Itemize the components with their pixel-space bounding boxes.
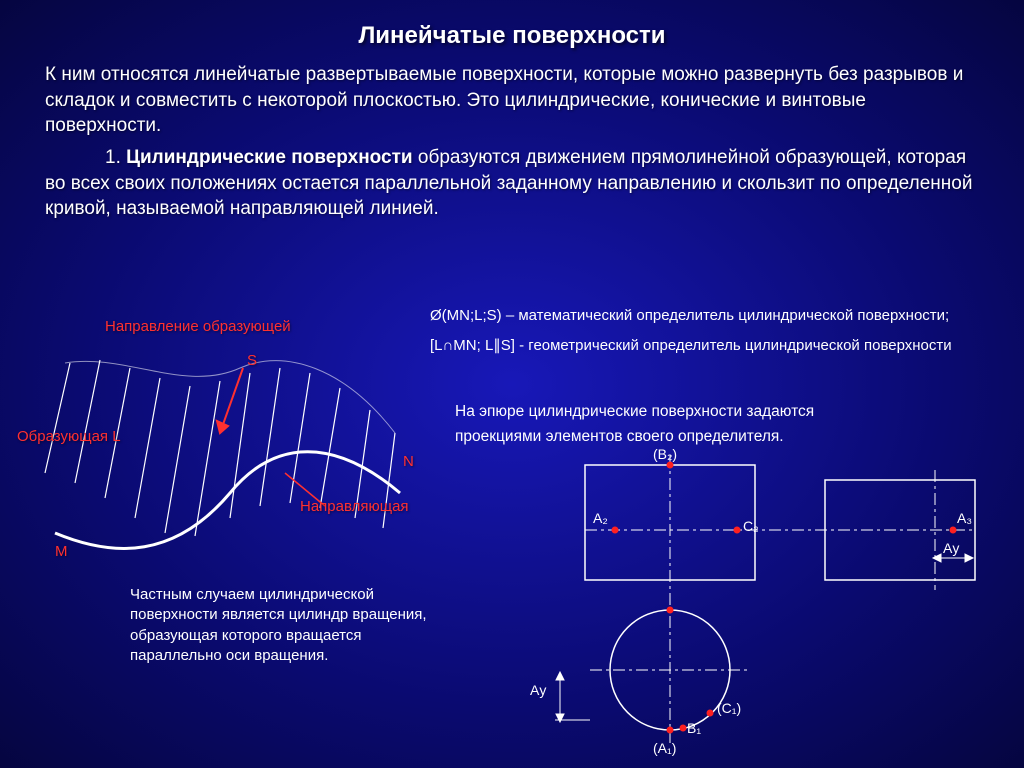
epure-line1: На эпюре цилиндрические поверхности зада… xyxy=(455,400,985,425)
label-A3: A₃ xyxy=(957,510,972,526)
page-title: Линейчатые поверхности xyxy=(0,0,1024,50)
label-B2: (B₂) xyxy=(653,446,677,462)
label-direction: Направление образующей xyxy=(105,318,291,335)
epure-text: На эпюре цилиндрические поверхности зада… xyxy=(455,400,985,450)
label-N: N xyxy=(403,453,414,470)
label-A2: A₂ xyxy=(593,510,608,526)
label-C2: C₂ xyxy=(743,518,759,534)
label-C1: (C₁) xyxy=(717,700,741,716)
formula-block: Ø(MN;L;S) – математический определитель … xyxy=(430,306,990,357)
label-B1: B₁ xyxy=(687,720,701,736)
right-diagram: (B₂) A₂ C₂ A₃ Aу Aу (C₁) B₁ (A₁) xyxy=(535,450,1005,760)
formula-line1: Ø(MN;L;S) – математический определитель … xyxy=(430,306,990,326)
section-bold: Цилиндрические поверхности xyxy=(126,147,412,168)
label-guide: Направляющая xyxy=(300,498,409,515)
label-M: M xyxy=(55,543,68,560)
right-diagram-svg xyxy=(535,450,1005,760)
section-1: 1. Цилиндрические поверхности образуются… xyxy=(0,139,1024,222)
note-text: Частным случаем цилиндрической поверхнос… xyxy=(130,585,440,666)
label-generator: Образующая L xyxy=(17,428,121,445)
left-diagram: Направление образующей S Образующая L N … xyxy=(25,318,425,568)
label-A1: (A₁) xyxy=(653,740,676,756)
epure-line2: проекциями элементов своего определителя… xyxy=(455,425,985,450)
label-S: S xyxy=(247,352,257,369)
section-num: 1. xyxy=(45,147,126,168)
label-Ay-left: Aу xyxy=(530,682,546,698)
intro-text: К ним относятся линейчатые развертываемы… xyxy=(0,50,1024,139)
label-Ay-top: Aу xyxy=(943,540,959,556)
formula-line2: [L∩MN; L∥S] - геометрический определител… xyxy=(430,336,990,356)
